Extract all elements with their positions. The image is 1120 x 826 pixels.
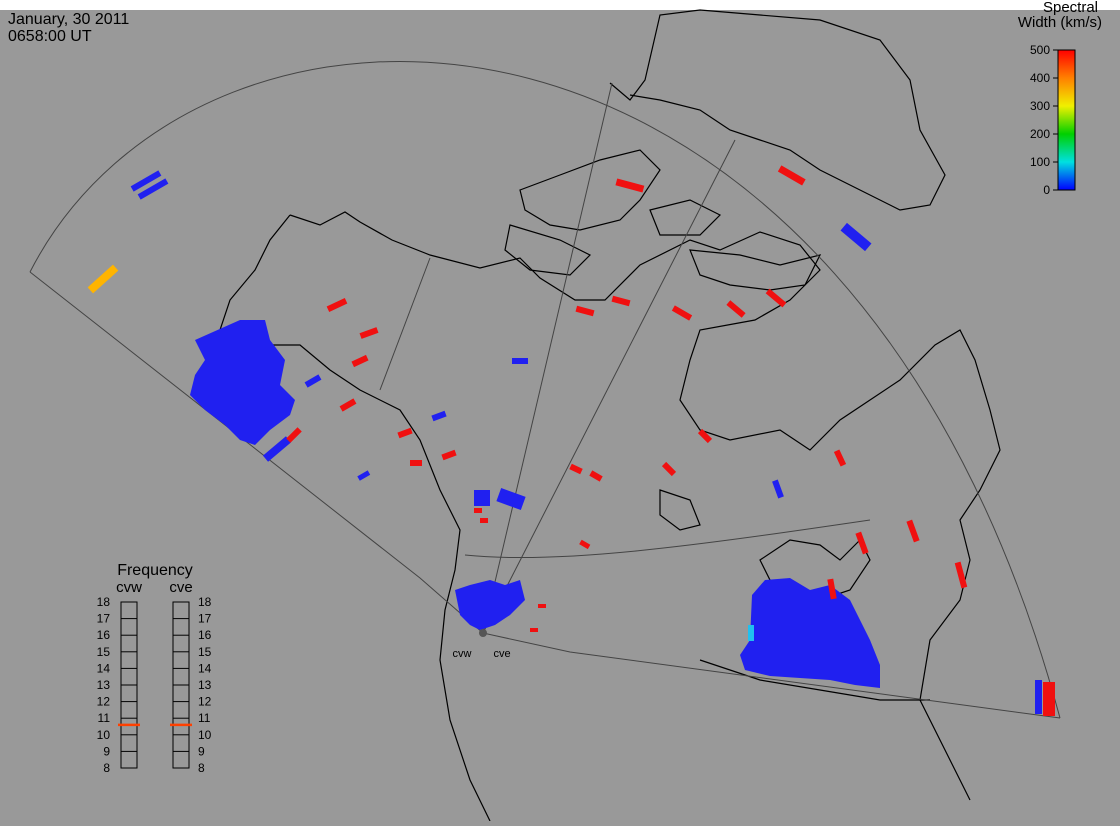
field-of-view [29, 60, 1061, 719]
radar-name: cvw [116, 579, 142, 596]
frequency-tick-label: 15 [198, 645, 212, 659]
station-label: cve [493, 648, 510, 660]
frequency-tick-label: 8 [103, 761, 110, 775]
frequency-tick-label: 8 [198, 761, 205, 775]
frequency-tick-label: 12 [198, 695, 212, 709]
colorbar-tick-label: 400 [1030, 71, 1050, 85]
frequency-tick-label: 11 [98, 711, 111, 725]
frequency-tick-label: 14 [198, 661, 212, 675]
frequency-tick-label: 18 [198, 595, 212, 609]
frequency-tick-label: 9 [103, 744, 110, 758]
frequency-tick-label: 15 [97, 645, 111, 659]
radar-name: cve [169, 579, 192, 596]
frequency-tick-label: 12 [97, 695, 111, 709]
frequency-tick-label: 16 [198, 628, 212, 642]
time: 0658:00 UT [8, 28, 92, 45]
coastlines [199, 9, 1001, 822]
colorbar-tick-label: 0 [1043, 183, 1050, 197]
frequency-tick-label: 14 [97, 661, 111, 675]
frequency-tick-label: 11 [198, 711, 211, 725]
colorbar-title: Width (km/s) [1018, 14, 1102, 31]
frequency-tick-label: 18 [97, 595, 111, 609]
frequency-tick-label: 17 [97, 612, 111, 626]
colorbar-tick-label: 100 [1030, 155, 1050, 169]
frequency-title: Frequency [117, 562, 193, 579]
frequency-tick-label: 13 [198, 678, 212, 692]
frequency-tick-label: 17 [198, 612, 212, 626]
colorbar-tick-label: 300 [1030, 99, 1050, 113]
colorbar-tick-label: 200 [1030, 127, 1050, 141]
colorbar-tick-label: 500 [1030, 43, 1050, 57]
frequency-tick-label: 9 [198, 744, 205, 758]
echoes [87, 165, 1055, 716]
colorbar-title: Spectral [1043, 0, 1098, 16]
frequency-tick-label: 10 [198, 728, 212, 742]
date: January, 30 2011 [8, 11, 129, 28]
colorbar [1057, 49, 1076, 191]
frequency-tick-label: 16 [97, 628, 111, 642]
frequency-panel: cvw 8 9 10 11 12 13 14 15 16 17 18 cve 8 9 10 11 12 13 14 15… [97, 579, 212, 775]
frequency-tick-label: 10 [97, 728, 111, 742]
top-strip [0, 0, 1120, 10]
station-label: cvw [453, 648, 472, 660]
colorbar-ticks: 0 100 200 300 400 500 [1030, 43, 1058, 197]
frequency-tick-label: 13 [97, 678, 111, 692]
